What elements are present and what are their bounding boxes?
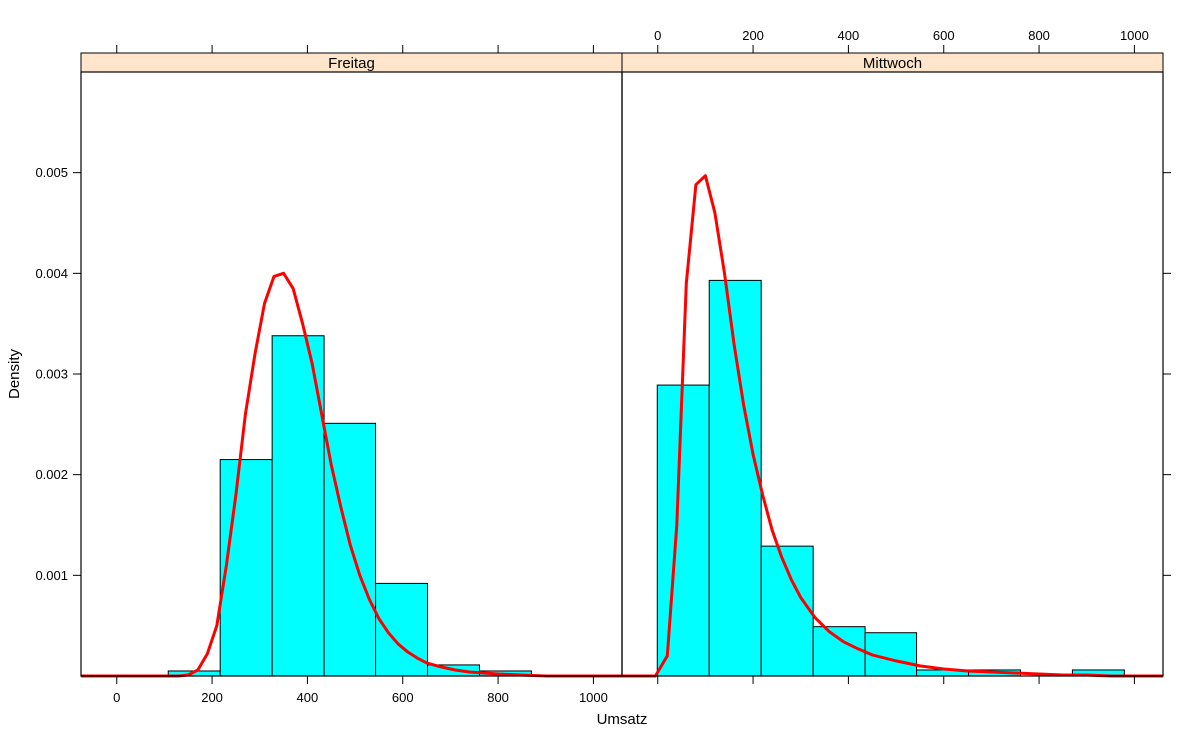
x-tick-label: 400 — [838, 28, 860, 43]
x-tick-label: 200 — [742, 28, 764, 43]
histogram-bar — [375, 582, 429, 677]
x-tick-label: 1000 — [1120, 28, 1149, 43]
histogram-bar — [708, 279, 762, 677]
y-tick-label: 0.004 — [35, 266, 68, 281]
histogram-bar — [656, 384, 710, 677]
y-tick-label: 0.003 — [35, 367, 68, 382]
y-tick-label: 0.005 — [35, 165, 68, 180]
x-tick-label: 0 — [654, 28, 661, 43]
density-curve — [81, 271, 622, 678]
y-axis-title: Density — [6, 348, 23, 399]
panel-strip-label: Freitag — [328, 55, 375, 72]
x-tick-label: 0 — [113, 690, 120, 705]
histogram-bar — [760, 545, 814, 677]
histogram-bar — [219, 459, 273, 677]
density-curve — [622, 174, 1163, 678]
x-tick-label: 400 — [297, 690, 319, 705]
x-tick-label: 1000 — [579, 690, 608, 705]
y-tick-label: 0.002 — [35, 467, 68, 482]
x-tick-label: 600 — [392, 690, 414, 705]
panel-strip-label: Mittwoch — [863, 55, 922, 72]
y-tick-label: 0.001 — [35, 568, 68, 583]
panel-border — [621, 71, 1164, 677]
x-axis-title: Umsatz — [597, 711, 648, 728]
x-tick-label: 800 — [487, 690, 509, 705]
histogram-bar — [323, 422, 377, 677]
x-tick-label: 600 — [933, 28, 955, 43]
x-tick-label: 800 — [1028, 28, 1050, 43]
histogram-bar — [812, 626, 866, 677]
x-tick-label: 200 — [201, 690, 223, 705]
